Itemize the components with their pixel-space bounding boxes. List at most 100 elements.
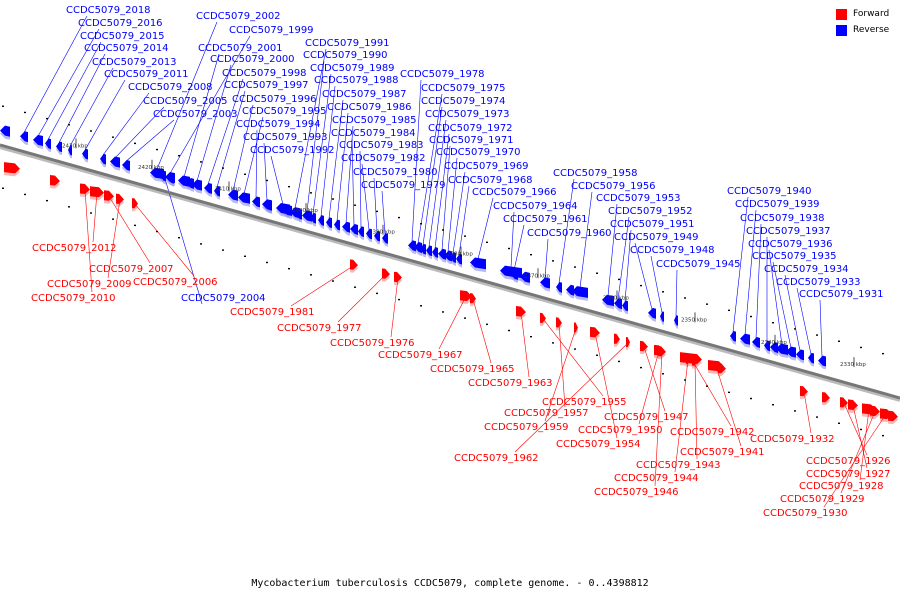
rail-dot: [794, 410, 796, 412]
gene-label: CCDC5079_1960: [527, 228, 612, 239]
reverse-gene: [186, 177, 194, 189]
reverse-gene: [818, 355, 826, 367]
leader-line: [755, 223, 762, 339]
forward-gene: [116, 193, 124, 204]
reverse-gene: [572, 286, 588, 298]
reverse-gene: [730, 330, 736, 342]
forward-gene: [50, 175, 60, 186]
leader-line: [617, 216, 630, 300]
scale-label: 2370 kbp: [524, 273, 550, 279]
leader-line: [784, 274, 801, 351]
gene-label: CCDC5079_1931: [799, 289, 884, 300]
rail-dot: [442, 311, 444, 313]
reverse-gene: [178, 175, 190, 187]
reverse-gene: [622, 300, 628, 312]
rail-dot: [530, 253, 532, 256]
reverse-gene: [786, 346, 796, 358]
rail-dot: [882, 434, 884, 437]
forward-gene: [350, 259, 358, 270]
rail-dot: [750, 315, 752, 318]
gene-label: CCDC5079_1949: [614, 232, 699, 243]
rail-dot: [310, 274, 312, 276]
reverse-gene: [45, 138, 51, 150]
reverse-gene: [602, 294, 614, 307]
gene-label: CCDC5079_1982: [341, 153, 426, 164]
leader-line: [859, 409, 870, 481]
rail-dot: [838, 422, 840, 424]
leader-line: [337, 274, 387, 323]
leader-line: [114, 106, 165, 159]
gene-label: CCDC5079_1932: [750, 434, 835, 445]
gene-label: CCDC5079_1936: [748, 239, 833, 250]
gene-label: CCDC5079_1945: [656, 259, 741, 270]
leader-line: [232, 104, 254, 192]
leader-line: [558, 178, 575, 284]
leader-line: [744, 209, 757, 336]
reverse-gene: [740, 333, 750, 345]
rail-dot: [816, 334, 818, 336]
gene-label: CCDC5079_1997: [224, 80, 309, 91]
gene-label: CCDC5079_1933: [776, 277, 861, 288]
leader-line: [107, 199, 121, 279]
forward-gene: [104, 190, 114, 201]
gene-label: CCDC5079_1957: [504, 408, 589, 419]
reverse-gene: [432, 247, 438, 258]
reverse-gene: [334, 219, 340, 231]
scale-label: 2330 kbp: [840, 362, 866, 368]
gene-label: CCDC5079_2000: [210, 54, 295, 65]
leader-line: [674, 359, 689, 473]
rail-dot: [552, 342, 554, 344]
forward-gene: [4, 162, 20, 174]
gene-label: CCDC5079_1955: [542, 397, 627, 408]
leader-line: [732, 196, 749, 333]
leader-line: [361, 163, 370, 230]
forward-gene: [516, 306, 526, 317]
leader-line: [336, 112, 349, 221]
rail-dot: [618, 360, 620, 363]
gene-label: CCDC5079_1965: [430, 364, 515, 375]
gene-label: CCDC5079_1993: [243, 132, 328, 143]
reverse-gene: [444, 250, 452, 262]
gene-label: CCDC5079_1983: [339, 140, 424, 151]
forward-gene: [800, 385, 808, 397]
rail-dot: [552, 260, 554, 262]
reverse-gene: [204, 183, 212, 194]
leader-line: [768, 249, 783, 346]
gene-label: CCDC5079_1998: [222, 68, 307, 79]
leader-line: [312, 73, 332, 215]
gene-label: CCDC5079_1980: [353, 167, 438, 178]
rail-dot: [574, 266, 576, 268]
forward-gene: [848, 399, 858, 410]
rail-dot: [90, 212, 92, 214]
reverse-gene: [752, 337, 760, 348]
reverse-gene: [20, 131, 28, 143]
leader-line: [290, 265, 355, 307]
rail-dot: [68, 124, 70, 126]
leader-line: [134, 203, 195, 277]
leader-line: [47, 41, 102, 140]
reverse-gene: [282, 204, 292, 216]
rail-dot: [530, 335, 532, 338]
leader-line: [125, 119, 175, 162]
leader-line: [92, 192, 98, 243]
forward-gene: [614, 333, 620, 344]
gene-label: CCDC5079_1988: [314, 75, 399, 86]
leader-line: [840, 411, 876, 494]
reverse-gene: [374, 230, 380, 242]
forward-gene: [540, 312, 546, 324]
gene-label: CCDC5079_1975: [421, 83, 506, 94]
leader-line: [819, 299, 823, 357]
reverse-gene: [674, 315, 678, 326]
gene-label: CCDC5079_1929: [780, 494, 865, 505]
scale-label: 2410 kbp: [215, 186, 241, 192]
forward-gene: [80, 183, 90, 195]
rail-dot: [288, 267, 290, 270]
reverse-gene: [68, 144, 72, 156]
reverse-gene: [520, 271, 530, 283]
forward-gene: [840, 397, 848, 408]
reverse-gene: [228, 189, 238, 201]
reverse-gene: [382, 233, 388, 244]
gene-label: CCDC5079_1959: [484, 422, 569, 433]
